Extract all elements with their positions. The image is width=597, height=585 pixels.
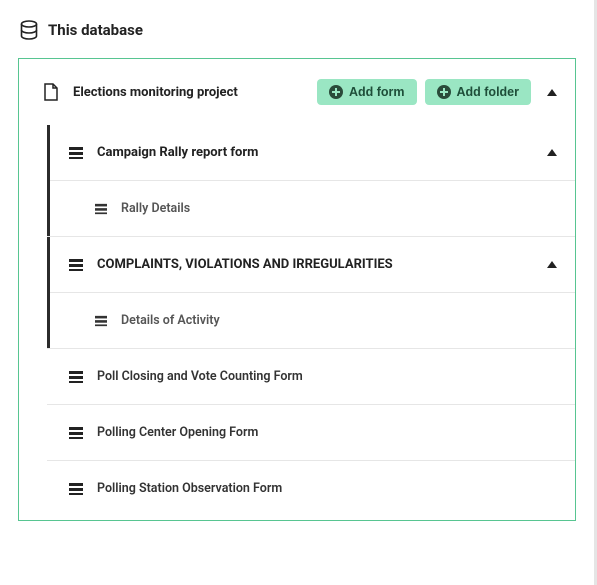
project-icon	[43, 83, 59, 101]
subform-title: Rally Details	[121, 201, 190, 216]
form-icon	[69, 482, 83, 496]
form-row-poll-closing[interactable]: Poll Closing and Vote Counting Form	[19, 349, 575, 404]
collapse-caret-icon[interactable]	[547, 261, 557, 268]
page-title: This database	[48, 21, 143, 39]
add-folder-label: Add folder	[457, 85, 520, 99]
form-icon	[95, 203, 107, 215]
form-group-campaign: Campaign Rally report form Rally Details	[47, 125, 575, 236]
form-group-complaints: COMPLAINTS, VIOLATIONS AND IRREGULARITIE…	[47, 237, 575, 348]
form-row-polling-opening[interactable]: Polling Center Opening Form	[19, 405, 575, 460]
database-panel: Elections monitoring project Add form Ad…	[18, 58, 576, 521]
collapse-caret-icon[interactable]	[547, 89, 557, 96]
form-row-campaign[interactable]: Campaign Rally report form	[47, 125, 575, 180]
add-folder-button[interactable]: Add folder	[425, 79, 532, 105]
form-icon	[95, 315, 107, 327]
add-form-label: Add form	[349, 85, 405, 99]
form-row-polling-observation[interactable]: Polling Station Observation Form	[19, 461, 575, 516]
form-icon	[69, 426, 83, 440]
form-title: COMPLAINTS, VIOLATIONS AND IRREGULARITIE…	[97, 257, 393, 272]
form-title: Poll Closing and Vote Counting Form	[97, 369, 303, 384]
project-row[interactable]: Elections monitoring project Add form Ad…	[19, 59, 575, 125]
form-icon	[69, 258, 83, 272]
form-title: Campaign Rally report form	[97, 145, 258, 160]
collapse-caret-icon[interactable]	[547, 149, 557, 156]
database-icon	[20, 20, 38, 40]
subform-row-details-activity[interactable]: Details of Activity	[47, 293, 575, 348]
add-form-button[interactable]: Add form	[317, 79, 417, 105]
form-title: Polling Station Observation Form	[97, 481, 282, 496]
project-title: Elections monitoring project	[73, 85, 238, 100]
subform-row-rally-details[interactable]: Rally Details	[47, 181, 575, 236]
form-icon	[69, 370, 83, 384]
form-icon	[69, 146, 83, 160]
plus-icon	[329, 85, 343, 99]
subform-title: Details of Activity	[121, 313, 220, 328]
plus-icon	[437, 85, 451, 99]
form-title: Polling Center Opening Form	[97, 425, 258, 440]
form-row-complaints[interactable]: COMPLAINTS, VIOLATIONS AND IRREGULARITIE…	[47, 237, 575, 292]
